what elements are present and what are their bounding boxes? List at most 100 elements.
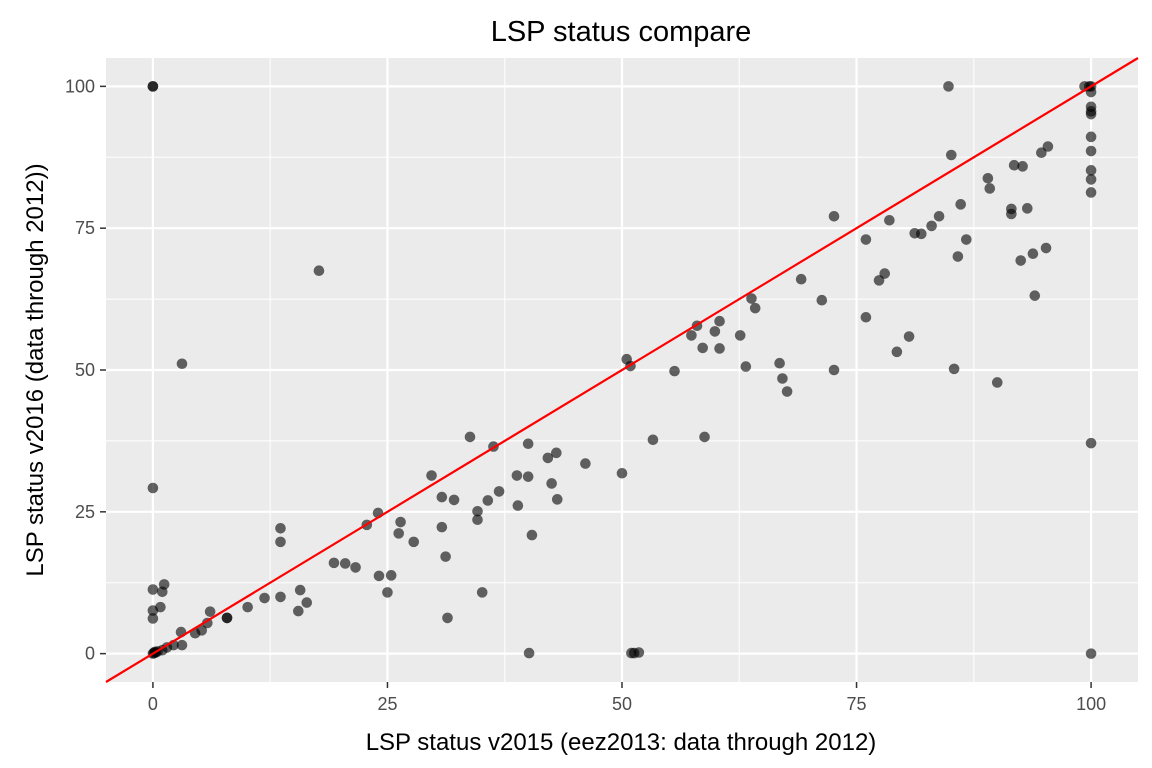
data-point	[884, 214, 895, 226]
data-point	[440, 551, 451, 562]
data-point	[523, 647, 535, 659]
x-tick-label: 75	[847, 694, 867, 714]
data-point	[551, 494, 563, 505]
data-point	[301, 597, 313, 608]
data-point	[147, 613, 159, 624]
data-point	[795, 273, 807, 285]
data-point	[442, 612, 453, 624]
data-point	[1029, 290, 1041, 301]
data-point	[313, 265, 325, 277]
data-point	[1021, 203, 1033, 214]
data-point	[714, 343, 725, 354]
data-point	[1015, 255, 1027, 266]
data-point	[275, 591, 286, 603]
data-point	[1008, 159, 1020, 171]
data-point	[158, 579, 170, 590]
data-point	[828, 210, 840, 222]
data-point	[1085, 187, 1097, 198]
data-point	[426, 470, 437, 481]
data-point	[891, 346, 903, 358]
data-point	[1085, 131, 1097, 143]
data-points	[147, 81, 1097, 659]
data-point	[259, 592, 270, 604]
data-point	[669, 365, 680, 377]
data-point	[1085, 165, 1097, 176]
y-tick-label: 0	[85, 644, 95, 664]
data-point	[749, 302, 761, 314]
data-point	[915, 228, 927, 240]
data-point	[472, 505, 483, 517]
data-point	[647, 434, 659, 446]
data-point	[382, 587, 393, 598]
data-point	[511, 470, 523, 481]
data-point	[294, 584, 306, 596]
data-point	[542, 452, 554, 464]
data-point	[408, 536, 420, 548]
data-point	[709, 326, 721, 337]
data-point	[1085, 108, 1097, 120]
data-point	[1085, 437, 1097, 449]
data-point	[526, 529, 538, 541]
y-axis-ticks: 0 25 50 75 100	[65, 76, 106, 664]
data-point	[774, 357, 785, 369]
data-point	[522, 471, 534, 482]
data-point	[293, 605, 304, 617]
data-point	[436, 491, 448, 503]
data-point	[448, 494, 460, 506]
data-point	[385, 570, 397, 581]
data-point	[943, 81, 954, 92]
data-point	[686, 330, 697, 341]
data-point	[1085, 145, 1097, 157]
data-point	[991, 377, 1003, 388]
data-point	[275, 536, 286, 548]
y-axis-title: LSP status v2016 (data through 2012))	[22, 163, 49, 576]
data-point	[982, 172, 994, 184]
data-point	[339, 558, 351, 569]
data-point	[879, 268, 890, 279]
data-point	[196, 625, 207, 636]
data-point	[697, 342, 708, 354]
data-point	[328, 557, 340, 569]
data-point	[155, 601, 166, 613]
x-tick-label: 50	[612, 694, 632, 714]
data-point	[1040, 242, 1052, 254]
data-point	[714, 315, 725, 327]
data-point	[522, 438, 534, 450]
x-axis-title: LSP status v2015 (eez2013: data through …	[366, 729, 877, 756]
y-tick-label: 25	[75, 502, 95, 522]
data-point	[275, 522, 286, 534]
x-tick-label: 25	[377, 694, 397, 714]
y-tick-label: 50	[75, 360, 95, 380]
data-point	[464, 431, 476, 443]
data-point	[926, 220, 937, 232]
data-point	[176, 639, 188, 651]
data-point	[1006, 203, 1017, 215]
data-point	[1027, 248, 1039, 260]
data-point	[1036, 147, 1047, 159]
data-point	[476, 587, 488, 598]
data-point	[740, 361, 752, 372]
data-point	[147, 482, 159, 494]
y-tick-label: 100	[65, 76, 95, 96]
data-point	[1085, 86, 1097, 98]
data-point	[948, 363, 960, 375]
x-tick-label: 100	[1076, 694, 1106, 714]
data-point	[781, 386, 793, 397]
identity-reference-line	[105, 57, 1139, 683]
data-point	[147, 81, 159, 92]
data-point	[1085, 648, 1097, 659]
data-point	[961, 234, 972, 245]
data-point	[984, 183, 996, 194]
data-point	[903, 331, 915, 342]
data-point	[373, 570, 385, 582]
chart-title: LSP status compare	[491, 16, 752, 48]
data-point	[350, 562, 361, 573]
data-point	[580, 458, 591, 469]
data-point	[633, 647, 645, 658]
data-point	[946, 149, 957, 161]
y-tick-label: 75	[75, 218, 95, 238]
x-axis-ticks: 0 25 50 75 100	[148, 682, 1106, 714]
data-point	[147, 584, 159, 595]
data-point	[860, 311, 872, 323]
